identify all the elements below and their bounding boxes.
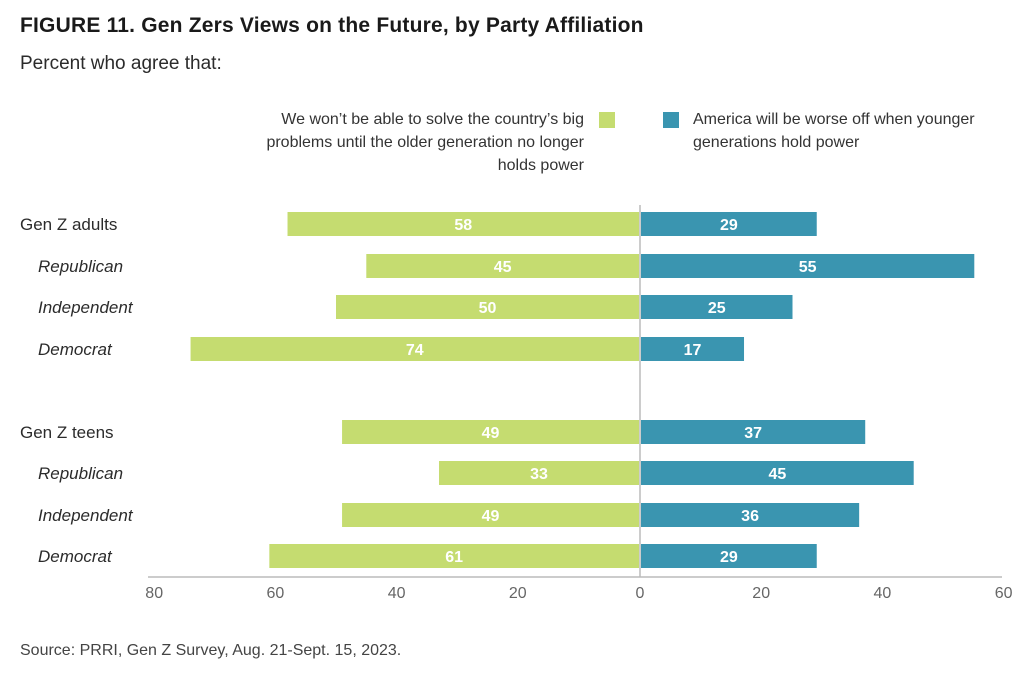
chart-subtitle: Percent who agree that: [20,53,222,74]
x-tick-label: 20 [752,585,770,602]
right-bar-value: 37 [744,425,762,442]
right-bar-value: 45 [768,466,786,483]
legend-left-swatch [599,112,615,128]
left-bar [342,503,639,527]
legend-right-swatch [663,112,679,128]
group-label: Gen Z adults [20,215,117,234]
left-bar-value: 50 [479,300,497,317]
right-bar [641,212,817,236]
left-bar [439,461,639,485]
party-label: Independent [38,298,134,317]
right-bar-value: 25 [708,300,726,317]
right-bar [641,254,975,278]
right-bar-value: 17 [684,342,702,359]
party-label: Independent [38,506,134,525]
legend-right-label: America will be worse off when younger g… [693,111,975,151]
x-tick-label: 60 [267,585,285,602]
x-tick-label: 20 [509,585,527,602]
x-tick-label: 40 [874,585,892,602]
right-bar [641,337,745,361]
right-bar-value: 36 [741,508,759,525]
left-bar-value: 33 [530,466,548,483]
left-bar [342,420,639,444]
party-label: Democrat [38,547,113,566]
x-tick-label: 40 [388,585,406,602]
right-bar [641,420,866,444]
left-bar [336,295,639,319]
right-bar [641,461,914,485]
left-bar [366,254,639,278]
group-label: Gen Z teens [20,423,114,442]
right-bar-value: 55 [799,259,817,276]
legend-left-label: We won’t be able to solve the country’s … [266,111,584,174]
left-bar-value: 45 [494,259,512,276]
party-label: Republican [38,257,123,276]
left-bar-value: 49 [482,508,500,525]
source-note: Source: PRRI, Gen Z Survey, Aug. 21-Sept… [20,642,402,659]
right-bar-value: 29 [720,217,738,234]
x-tick-label: 0 [636,585,645,602]
chart-title: FIGURE 11. Gen Zers Views on the Future,… [20,14,644,37]
left-bar-value: 49 [482,425,500,442]
left-bar [269,544,639,568]
x-tick-label: 80 [145,585,163,602]
right-bar [641,503,860,527]
left-bar [190,337,639,361]
left-bar-value: 74 [406,342,424,359]
left-bar [287,212,639,236]
party-label: Democrat [38,340,113,359]
right-bar [641,295,793,319]
right-bar [641,544,817,568]
left-bar-value: 58 [454,217,472,234]
x-tick-label: 60 [995,585,1013,602]
right-bar-value: 29 [720,549,738,566]
party-label: Republican [38,464,123,483]
left-bar-value: 61 [445,549,463,566]
